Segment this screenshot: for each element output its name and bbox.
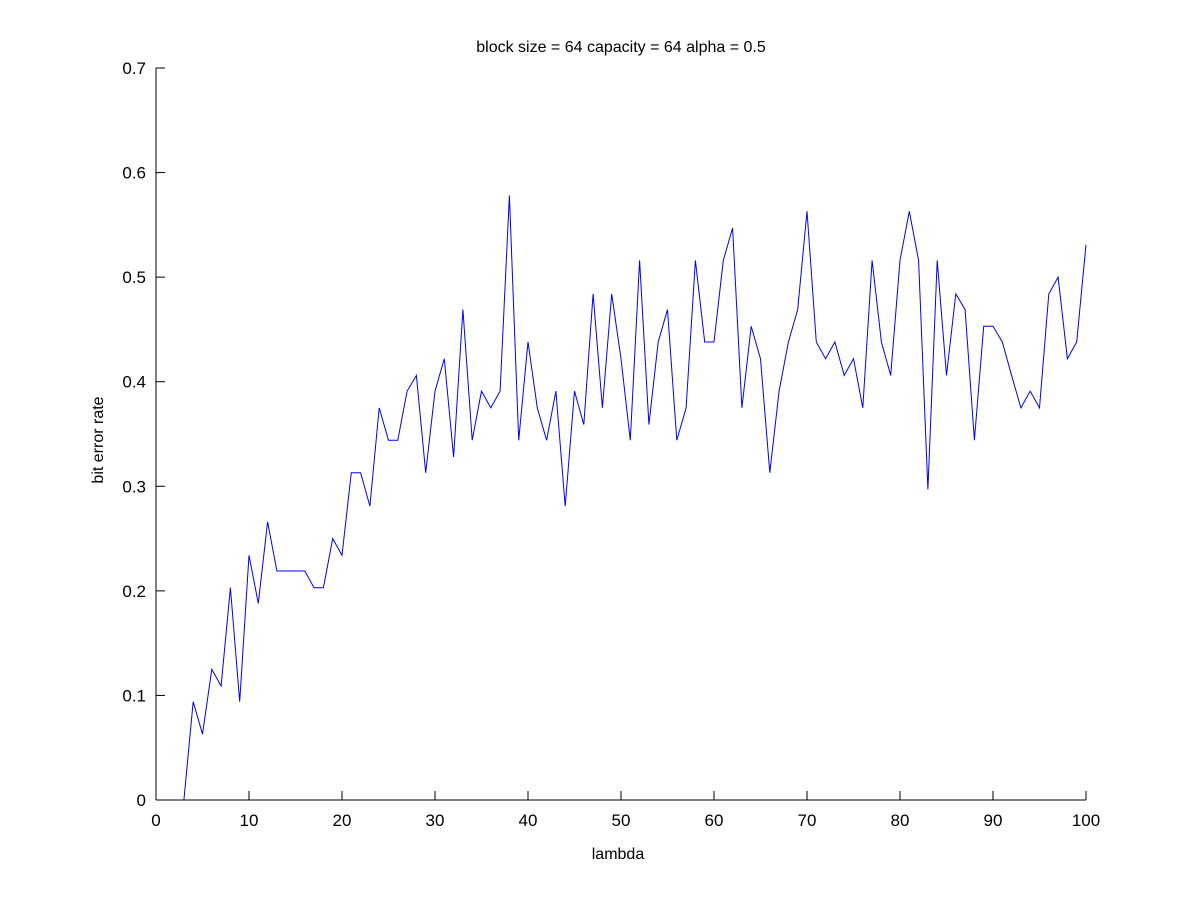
y-tick-label: 0.7 <box>122 59 146 78</box>
x-tick-label: 70 <box>798 811 817 830</box>
y-tick-label: 0 <box>137 791 146 810</box>
data-layer <box>165 195 1087 801</box>
x-tick-label: 40 <box>519 811 538 830</box>
y-tick-label: 0.4 <box>122 373 146 392</box>
y-tick-label: 0.3 <box>122 477 146 496</box>
x-tick-label: 10 <box>240 811 259 830</box>
x-axis-label: lambda <box>592 846 645 863</box>
chart-title: block size = 64 capacity = 64 alpha = 0.… <box>476 39 766 56</box>
y-tick-label: 0.1 <box>122 686 146 705</box>
x-tick-label: 50 <box>612 811 631 830</box>
x-tick-label: 90 <box>984 811 1003 830</box>
x-tick-label: 100 <box>1072 811 1100 830</box>
x-tick-label: 60 <box>705 811 724 830</box>
x-tick-label: 0 <box>151 811 160 830</box>
y-axis-label: bit error rate <box>90 396 107 483</box>
axes-layer: 0 10 20 30 40 50 60 70 80 90 100 0 0.1 0.2 0.3 0.4 0.5 0.… <box>122 59 1100 830</box>
plot-area <box>156 68 1086 800</box>
y-tick-label: 0.2 <box>122 582 146 601</box>
x-tick-label: 80 <box>891 811 910 830</box>
y-tick-label: 0.5 <box>122 268 146 287</box>
y-tick-label: 0.6 <box>122 164 146 183</box>
series-line <box>165 195 1087 801</box>
x-tick-label: 30 <box>426 811 445 830</box>
x-tick-label: 20 <box>333 811 352 830</box>
